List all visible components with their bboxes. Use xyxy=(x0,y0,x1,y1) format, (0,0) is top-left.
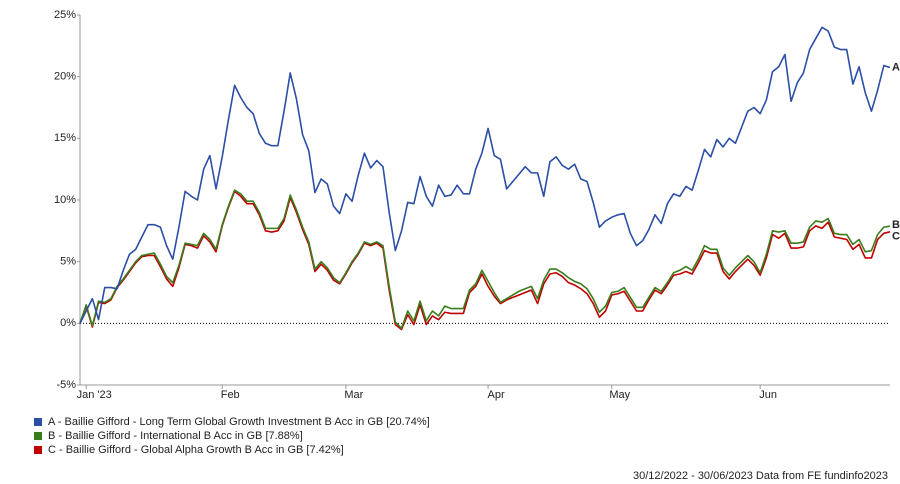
y-tick-label: -5% xyxy=(56,379,76,391)
x-tick-label: May xyxy=(609,389,630,401)
end-label: C xyxy=(892,231,900,243)
legend-label: B - Baillie Gifford - International B Ac… xyxy=(48,430,303,442)
legend-label: C - Baillie Gifford - Global Alpha Growt… xyxy=(48,444,344,456)
legend-swatch xyxy=(34,418,42,426)
x-tick-label: Jun xyxy=(759,389,777,401)
y-tick-label: 20% xyxy=(54,71,76,83)
y-tick-label: 5% xyxy=(60,256,76,268)
end-label: A xyxy=(892,61,900,73)
legend-swatch xyxy=(34,446,42,454)
legend-swatch xyxy=(34,432,42,440)
legend-label: A - Baillie Gifford - Long Term Global G… xyxy=(48,416,430,428)
y-tick-label: 15% xyxy=(54,132,76,144)
series-line xyxy=(79,190,891,331)
series-line xyxy=(79,26,891,324)
end-label: B xyxy=(892,219,900,231)
footer: 30/12/2022 - 30/06/2023 Data from FE fun… xyxy=(633,470,888,482)
y-tick-label: 0% xyxy=(60,317,76,329)
x-tick-label: Mar xyxy=(344,389,363,401)
x-tick-label: Apr xyxy=(488,389,505,401)
y-tick-label: 25% xyxy=(54,9,76,21)
series-line xyxy=(79,189,891,330)
y-tick-label: 10% xyxy=(54,194,76,206)
x-tick-label: Feb xyxy=(221,389,240,401)
x-tick-label: Jan '23 xyxy=(77,389,112,401)
